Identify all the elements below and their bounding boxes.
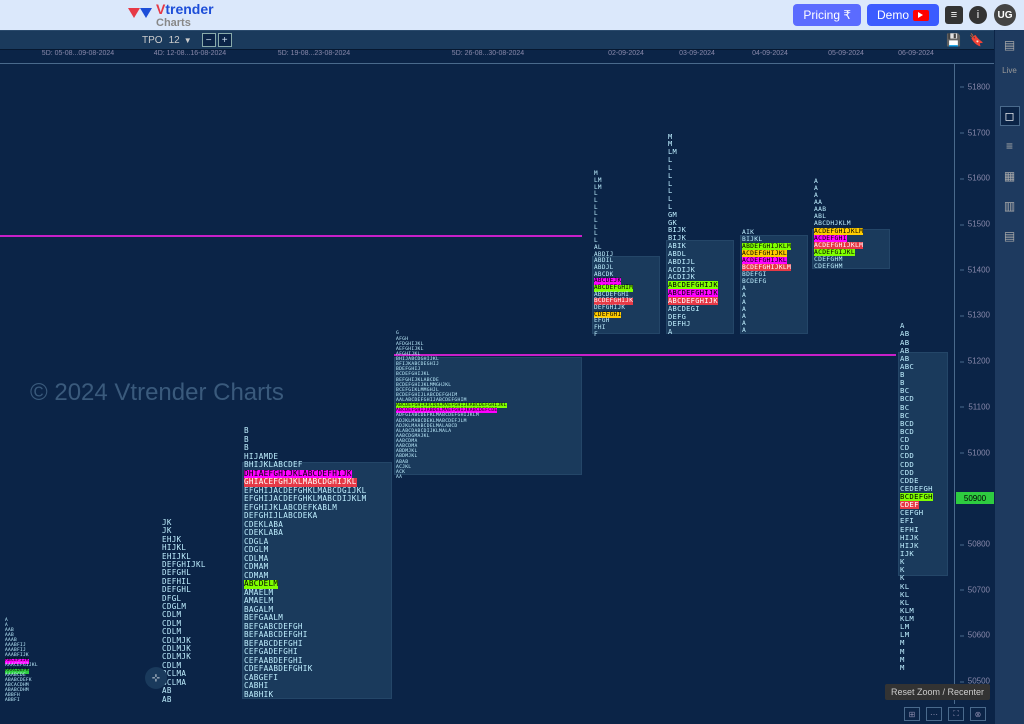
date-tick: 5D: 05-08...09-08-2024 xyxy=(42,50,114,57)
tpo-row: A xyxy=(742,285,746,292)
menu-icon[interactable]: ≡ xyxy=(945,6,963,24)
header-bar: Vtrender Charts Pricing ₹ Demo ≡ i UG xyxy=(0,0,1024,30)
panel-single-icon[interactable]: ◻ xyxy=(1001,107,1019,125)
date-tick: 5D: 19-08...23-08-2024 xyxy=(278,50,350,57)
y-tick: 51600 xyxy=(968,174,990,183)
tpo-row: M xyxy=(900,664,905,672)
y-tick: 51100 xyxy=(968,402,990,411)
tpo-row: ACDEFGHIJKL xyxy=(742,257,787,264)
brand-logo[interactable]: Vtrender Charts xyxy=(128,1,214,29)
tpo-row: ABDEFGHIJKLM xyxy=(742,243,791,250)
date-tick: 4D: 12-08...16-08-2024 xyxy=(154,50,226,57)
tpo-row: F xyxy=(594,332,598,339)
panel-columns-icon[interactable]: ▥ xyxy=(1001,197,1019,215)
tpo-row: ACDEFGHI xyxy=(814,235,847,242)
tpo-row: A xyxy=(742,292,746,299)
tpo-row: A xyxy=(814,178,818,185)
tpo-row: AAB xyxy=(814,206,826,213)
date-tick: 06-09-2024 xyxy=(898,50,934,57)
pricing-button[interactable]: Pricing ₹ xyxy=(793,4,861,26)
close-icon[interactable]: ⊗ xyxy=(970,707,986,721)
tpo-row: ABCDHJKLM xyxy=(814,220,851,227)
tpo-row: BIJKL xyxy=(742,236,762,243)
document-icon[interactable]: ▤ xyxy=(1001,36,1019,54)
logo-icon xyxy=(128,6,152,24)
reference-line xyxy=(0,235,582,237)
zoom-in-button[interactable]: + xyxy=(218,33,232,47)
panel-grid-icon[interactable]: ▦ xyxy=(1001,167,1019,185)
y-highlight: 50900 xyxy=(956,492,994,504)
y-tick: 50800 xyxy=(968,540,990,549)
panel-list-icon[interactable]: ≡ xyxy=(1001,137,1019,155)
tpo-row: ACDEFGHIJKLM xyxy=(814,228,863,235)
tpo-row: AIK xyxy=(742,229,754,236)
tpo-row: CDEFGHM xyxy=(814,263,843,270)
chart-area[interactable]: © 2024 Vtrender Charts 51800517005160051… xyxy=(0,64,994,704)
fullscreen-icon[interactable]: ⛶ xyxy=(948,707,964,721)
tpo-row: A xyxy=(742,327,746,334)
y-tick: 51700 xyxy=(968,128,990,137)
tpo-row: AA xyxy=(396,475,402,480)
bookmark-icon[interactable]: 🔖 xyxy=(969,33,984,47)
interval-value[interactable]: 12 xyxy=(169,35,180,46)
y-tick: 51400 xyxy=(968,265,990,274)
tpo-row: ACDEFGHIJKLM xyxy=(814,242,863,249)
date-tick: 04-09-2024 xyxy=(752,50,788,57)
panel-rows-icon[interactable]: ▤ xyxy=(1001,227,1019,245)
live-label: Live xyxy=(1002,66,1017,75)
tpo-row: A xyxy=(742,306,746,313)
grid-icon[interactable]: ⊞ xyxy=(904,707,920,721)
y-tick: 51500 xyxy=(968,220,990,229)
tpo-row: BCDEFGHIJKLM xyxy=(742,264,791,271)
y-tick: 51300 xyxy=(968,311,990,320)
tpo-row: ACDEFGHIJKL xyxy=(742,250,787,257)
date-axis: 5D: 05-08...09-08-2024 4D: 12-08...16-08-… xyxy=(0,50,994,64)
logo-text: Vtrender Charts xyxy=(156,1,214,29)
tpo-row: A xyxy=(742,313,746,320)
avatar[interactable]: UG xyxy=(994,4,1016,26)
y-tick: 51800 xyxy=(968,82,990,91)
reset-zoom-button[interactable]: Reset Zoom / Recenter xyxy=(885,684,990,700)
info-icon[interactable]: i xyxy=(969,6,987,24)
date-tick: 05-09-2024 xyxy=(828,50,864,57)
tpo-row: AA xyxy=(814,199,822,206)
tpo-row: A xyxy=(742,320,746,327)
youtube-icon xyxy=(913,10,929,21)
tpo-row: ABL xyxy=(814,213,826,220)
chart-toolbar: TPO 12 ▼ − + 💾 🔖 xyxy=(0,30,1024,50)
date-tick: 5D: 26-08...30-08-2024 xyxy=(452,50,524,57)
tpo-row: ACDEFGIJKL xyxy=(814,249,855,256)
tpo-mode-label[interactable]: TPO xyxy=(142,35,163,46)
save-icon[interactable]: 💾 xyxy=(946,33,961,47)
tpo-row: AB xyxy=(162,696,172,704)
tpo-row: BCDEFG xyxy=(742,278,767,285)
watermark: © 2024 Vtrender Charts xyxy=(30,379,284,407)
date-tick: 02-09-2024 xyxy=(608,50,644,57)
tpo-row: A xyxy=(814,192,818,199)
bottom-toolbar: ⊞ ⋯ ⛶ ⊗ xyxy=(0,704,994,724)
y-tick: 50700 xyxy=(968,585,990,594)
demo-button[interactable]: Demo xyxy=(867,4,939,26)
zoom-out-button[interactable]: − xyxy=(202,33,216,47)
tpo-row: CDEFGHM xyxy=(814,256,843,263)
right-rail: ▤ Live ◻ ≡ ▦ ▥ ▤ xyxy=(994,30,1024,724)
y-tick: 50600 xyxy=(968,631,990,640)
y-tick: 51200 xyxy=(968,357,990,366)
interval-dropdown-icon[interactable]: ▼ xyxy=(184,36,192,45)
tpo-row: A xyxy=(668,328,673,336)
y-axis: 51800 51700 51600 51500 51400 51300 51200 51100… xyxy=(954,64,994,704)
date-tick: 03-09-2024 xyxy=(679,50,715,57)
tpo-row: A xyxy=(814,185,818,192)
tpo-row: BABHIK xyxy=(244,691,273,700)
tpo-row: BDEFGI xyxy=(742,271,767,278)
y-tick: 51000 xyxy=(968,448,990,457)
tpo-row: A xyxy=(742,299,746,306)
ruler-icon[interactable]: ⋯ xyxy=(926,707,942,721)
